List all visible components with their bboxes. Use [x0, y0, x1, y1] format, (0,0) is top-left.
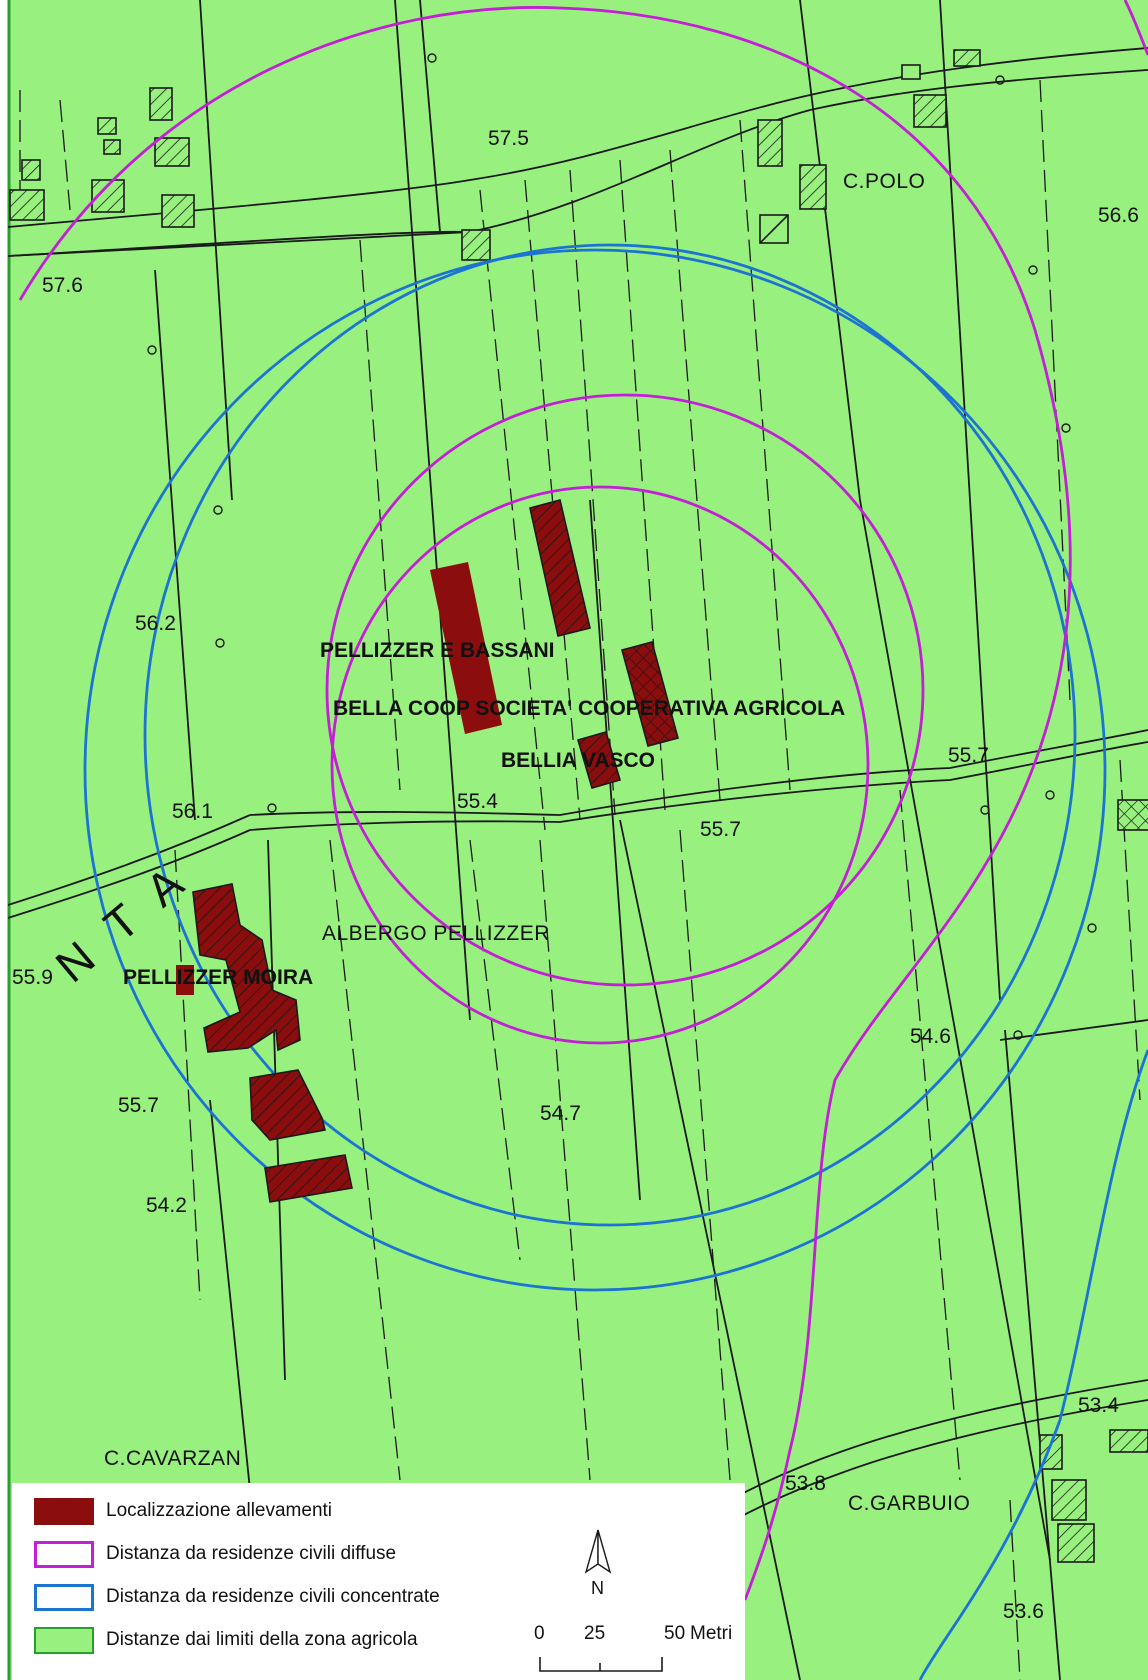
svg-text:57.6: 57.6	[42, 274, 83, 297]
legend-swatch-farms	[34, 1497, 94, 1525]
legend-swatch-concentrated	[34, 1583, 94, 1611]
point-markers	[147, 53, 1097, 1040]
legend-item-zone-limit: Distanze dai limiti della zona agricola	[34, 1624, 418, 1656]
place-labels: C.POLO ALBERGO PELLIZZER C.CAVARZAN C.GA…	[104, 170, 970, 1515]
legend-label: Localizzazione allevamenti	[106, 1500, 333, 1521]
svg-text:55.9: 55.9	[12, 966, 53, 989]
legend-swatch-zone-limit	[34, 1626, 94, 1654]
svg-text:C.GARBUIO: C.GARBUIO	[848, 1492, 970, 1515]
concentrated-residence-buffers	[83, 243, 1148, 1680]
legend-item-concentrated-buffer: Distanza da residenze civili concentrate	[34, 1581, 440, 1613]
buildings	[9, 49, 1148, 1563]
svg-text:55.4: 55.4	[457, 790, 498, 813]
legend-swatch-diffuse	[34, 1540, 94, 1568]
svg-text:56.2: 56.2	[135, 612, 176, 635]
svg-text:C.CAVARZAN: C.CAVARZAN	[104, 1447, 241, 1470]
livestock-farms	[176, 499, 679, 1203]
svg-text:53.4: 53.4	[1078, 1394, 1119, 1417]
svg-text:BELLA COOP SOCIETA' COOPERATIV: BELLA COOP SOCIETA' COOPERATIVA AGRICOLA	[333, 697, 845, 720]
svg-text:56.6: 56.6	[1098, 204, 1139, 227]
svg-text:55.7: 55.7	[118, 1094, 159, 1117]
north-label: N	[591, 1578, 604, 1598]
svg-text:54.6: 54.6	[910, 1025, 951, 1048]
svg-text:53.8: 53.8	[785, 1472, 826, 1495]
scale-bar: 0 25 50 Metri	[534, 1623, 744, 1679]
svg-text:ALBERGO PELLIZZER: ALBERGO PELLIZZER	[322, 922, 550, 945]
diffuse-residence-buffers	[18, 0, 1148, 1601]
scale-tick-label: 0	[534, 1623, 545, 1644]
scale-tick-label: 25	[584, 1623, 606, 1644]
svg-text:BELLIA VASCO: BELLIA VASCO	[501, 749, 655, 772]
elevation-labels: 57.5 57.6 56.6 56.2 56.1 55.4 55.7 55.7 …	[12, 127, 1139, 1623]
svg-text:55.7: 55.7	[700, 818, 741, 841]
svg-text:55.7: 55.7	[948, 744, 989, 767]
svg-text:56.1: 56.1	[172, 800, 213, 823]
legend-item-farms: Localizzazione allevamenti	[34, 1495, 332, 1527]
legend-label: Distanza da residenze civili diffuse	[106, 1543, 397, 1564]
map-legend: Localizzazione allevamenti Distanza da r…	[12, 1483, 745, 1680]
svg-text:54.7: 54.7	[540, 1102, 581, 1125]
north-arrow-icon: N	[576, 1526, 620, 1602]
svg-text:PELLIZZER MOIRA: PELLIZZER MOIRA	[123, 966, 313, 989]
scale-tick-label: 50	[664, 1623, 686, 1644]
svg-text:53.6: 53.6	[1003, 1600, 1044, 1623]
scale-unit: Metri	[690, 1623, 733, 1644]
svg-text:54.2: 54.2	[146, 1194, 187, 1217]
svg-text:C.POLO: C.POLO	[843, 170, 925, 193]
legend-label: Distanza da residenze civili concentrate	[106, 1586, 440, 1607]
legend-label: Distanze dai limiti della zona agricola	[106, 1629, 418, 1650]
svg-text:PELLIZZER E BASSANI: PELLIZZER E BASSANI	[320, 639, 555, 662]
legend-item-diffuse-buffer: Distanza da residenze civili diffuse	[34, 1538, 396, 1570]
svg-text:57.5: 57.5	[488, 127, 529, 150]
farm-labels: PELLIZZER E BASSANI BELLA COOP SOCIETA' …	[123, 639, 845, 989]
